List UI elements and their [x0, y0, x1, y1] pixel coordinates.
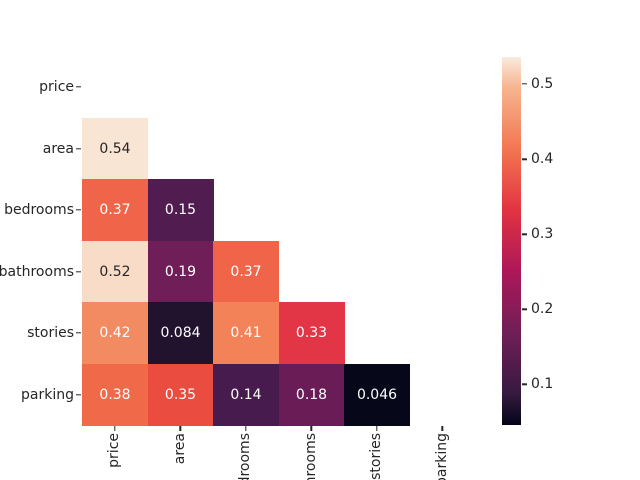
x-tick-stories	[376, 425, 378, 431]
cell-value: 0.15	[164, 202, 197, 219]
heatmap-cell-parking-bedrooms: 0.14	[213, 363, 279, 426]
y-tick-bedrooms	[76, 209, 81, 211]
cell-value: 0.33	[295, 325, 328, 342]
x-tick-parking	[441, 425, 443, 431]
heatmap-cell-bedrooms-area: 0.15	[147, 179, 214, 242]
x-tick-price	[114, 425, 116, 431]
heatmap-cell-bedrooms-price: 0.37	[82, 179, 148, 242]
cell-value: 0.37	[99, 202, 131, 219]
colorbar-tick-0.5	[522, 83, 527, 85]
heatmap-cell-parking-area: 0.35	[147, 363, 214, 426]
cell-value: 0.084	[160, 325, 201, 342]
y-tick-stories	[76, 332, 81, 334]
heatmap-cell-stories-area: 0.084	[147, 302, 214, 365]
y-tick-label-price: price	[39, 79, 74, 95]
heatmap-cell-parking-stories: 0.046	[344, 363, 410, 426]
y-tick-parking	[76, 393, 81, 396]
x-tick-bathrooms	[310, 425, 312, 431]
x-tick-area	[179, 425, 181, 431]
colorbar-tick-label-0.3: 0.3	[531, 226, 554, 243]
cell-value: 0.38	[99, 386, 131, 403]
cell-value: 0.18	[295, 386, 328, 403]
x-tick-label-stories: stories	[368, 433, 385, 480]
cell-value: 0.19	[164, 263, 197, 280]
heatmap-cell-bathrooms-area: 0.19	[147, 240, 214, 303]
colorbar-tick-0.2	[522, 308, 527, 311]
y-tick-label-bedrooms: bedrooms	[4, 202, 74, 218]
x-tick-label-area: area	[171, 433, 188, 465]
heatmap-cell-bathrooms-price: 0.52	[82, 240, 148, 303]
y-tick-label-stories: stories	[27, 325, 74, 341]
cell-value: 0.42	[99, 325, 131, 342]
y-tick-bathrooms	[76, 270, 81, 273]
colorbar-tick-label-0.1: 0.1	[531, 376, 554, 393]
heatmap-cell-parking-bathrooms: 0.18	[278, 363, 345, 426]
x-tick-label-bathrooms: bathrooms	[302, 433, 319, 480]
heatmap-cell-stories-price: 0.42	[82, 302, 148, 365]
x-tick-label-bedrooms: bedrooms	[237, 433, 254, 480]
heatmap-cell-stories-bedrooms: 0.41	[213, 302, 279, 365]
x-tick-label-price: price	[106, 433, 123, 468]
colorbar-tick-label-0.4: 0.4	[531, 151, 554, 168]
heatmap-cell-parking-price: 0.38	[82, 363, 148, 426]
cell-value: 0.35	[164, 386, 197, 403]
heatmap-cell-stories-bathrooms: 0.33	[278, 302, 345, 365]
cell-value: 0.41	[230, 325, 262, 342]
y-tick-label-parking: parking	[21, 386, 74, 403]
y-tick-label-bathrooms: bathrooms	[0, 263, 74, 280]
x-tick-bedrooms	[245, 425, 247, 431]
colorbar-tick-label-0.2: 0.2	[531, 301, 554, 318]
cell-value: 0.54	[99, 140, 131, 157]
colorbar-tick-0.4	[522, 158, 527, 160]
heatmap-cell-area-price: 0.54	[82, 117, 148, 180]
colorbar-tick-label-0.5: 0.5	[531, 76, 554, 93]
colorbar-tick-0.3	[522, 233, 527, 235]
cell-value: 0.52	[99, 263, 131, 280]
cell-value: 0.046	[356, 386, 398, 403]
y-tick-label-area: area	[42, 140, 74, 157]
cell-value: 0.37	[230, 263, 262, 280]
colorbar	[502, 57, 521, 425]
colorbar-tick-0.1	[522, 383, 527, 386]
x-tick-label-parking: parking	[433, 433, 450, 480]
y-tick-area	[76, 147, 81, 150]
heatmap-cell-bathrooms-bedrooms: 0.37	[213, 240, 279, 303]
cell-value: 0.14	[230, 386, 262, 403]
y-tick-price	[76, 86, 81, 88]
